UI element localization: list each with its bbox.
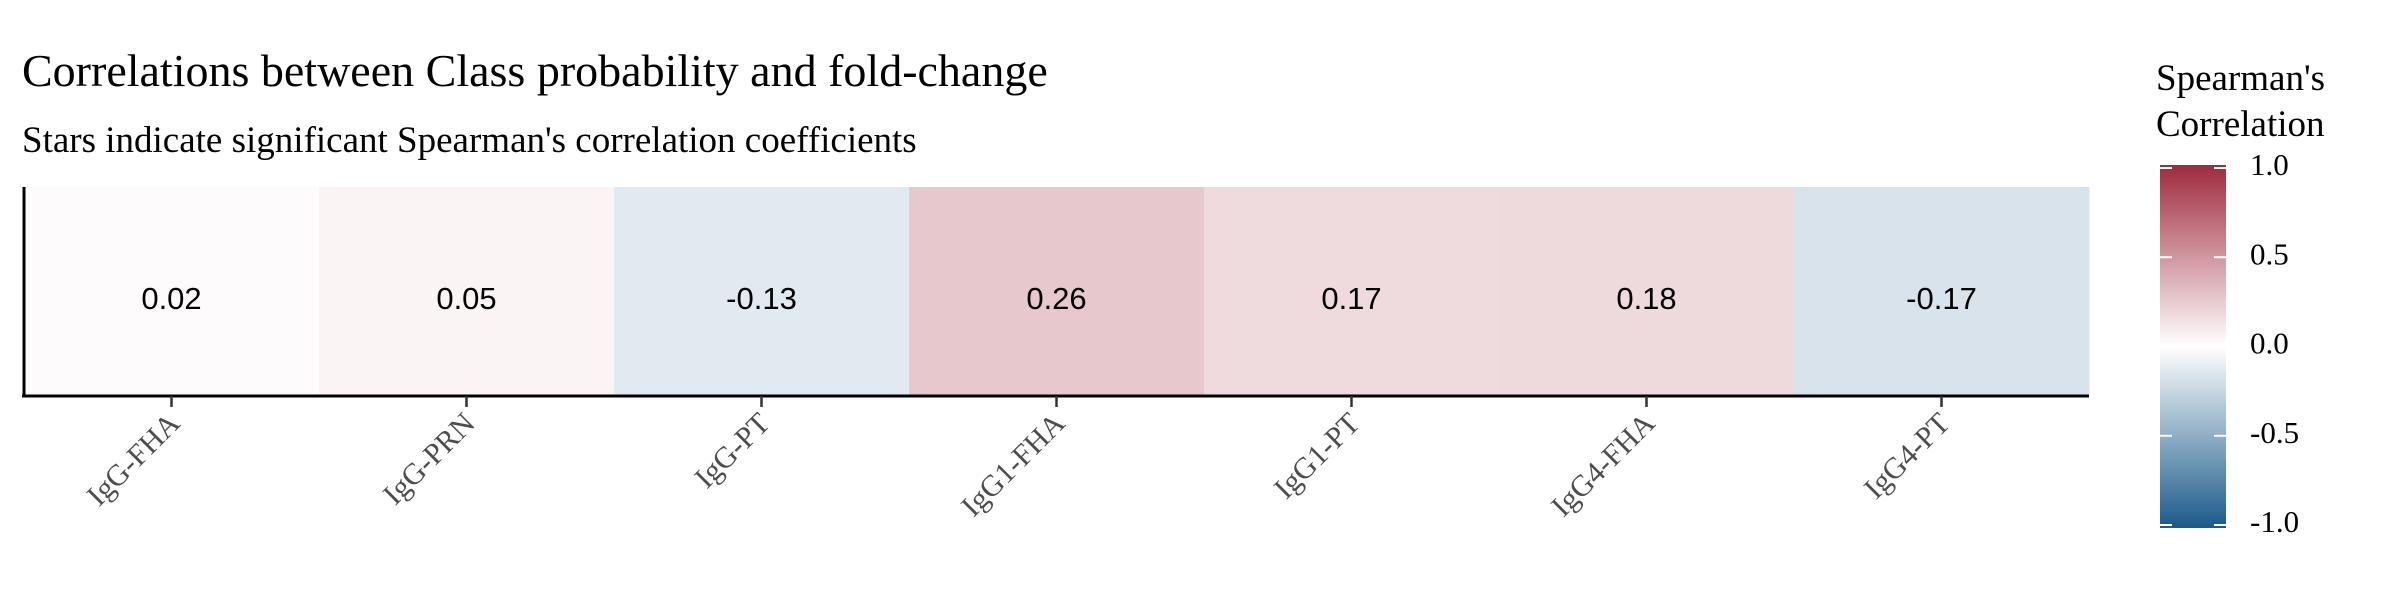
legend-title-line-2: Correlation: [2156, 104, 2325, 145]
legend-tick-label: -1.0: [2250, 504, 2299, 539]
cell-value-label: 0.26: [1026, 281, 1086, 316]
cell-value-label: 0.17: [1321, 281, 1381, 316]
x-axis-tick-labels: IgG-FHA IgG-PRN IgG-PT IgG1-FHA IgG1-PT IgG4-…: [81, 406, 1957, 523]
legend-tick-label: 1.0: [2250, 147, 2289, 182]
x-tick-label: IgG-FHA: [81, 406, 187, 512]
legend-ticks: 1.0 0.5 0.0 -0.5 -1.0: [2160, 147, 2299, 539]
legend-tick-label: -0.5: [2250, 415, 2299, 450]
x-tick-label: IgG4-PT: [1858, 407, 1957, 506]
x-tick-label: IgG-PRN: [377, 407, 482, 512]
heatmap-cell: [909, 187, 1205, 395]
x-tick-label: IgG4-FHA: [1545, 406, 1662, 523]
legend-tick-label: 0.5: [2250, 236, 2289, 271]
heatmap-cell: [1204, 187, 1500, 395]
color-legend: Spearman's Correlation 1.0 0.5 0.0 -0.5 -1.0: [2156, 58, 2325, 539]
heatmap-cell: [1499, 187, 1795, 395]
x-tick-label: IgG1-PT: [1268, 407, 1367, 506]
heatmap-cell: [614, 187, 910, 395]
heatmap-cell: [319, 187, 615, 395]
legend-title-line-1: Spearman's: [2156, 58, 2325, 99]
x-tick-label: IgG-PT: [688, 407, 776, 495]
cell-value-label: 0.02: [141, 281, 201, 316]
x-axis-ticks: [170, 396, 1943, 407]
x-tick-label: IgG1-FHA: [955, 406, 1072, 523]
cell-value-label: 0.18: [1616, 281, 1676, 316]
heatmap-cells: [24, 187, 2090, 395]
chart-title: Correlations between Class probability a…: [22, 45, 1048, 96]
cell-value-label: -0.13: [726, 281, 797, 316]
cell-value-label: -0.17: [1906, 281, 1977, 316]
heatmap-value-labels: 0.02 0.05 -0.13 0.26 0.17 0.18 -0.17: [141, 281, 1977, 316]
legend-tick-label: 0.0: [2250, 326, 2289, 361]
heatmap-cell: [24, 187, 320, 395]
heatmap-cell: [1794, 187, 2090, 395]
cell-value-label: 0.05: [436, 281, 496, 316]
chart-subtitle: Stars indicate significant Spearman's co…: [22, 120, 917, 161]
